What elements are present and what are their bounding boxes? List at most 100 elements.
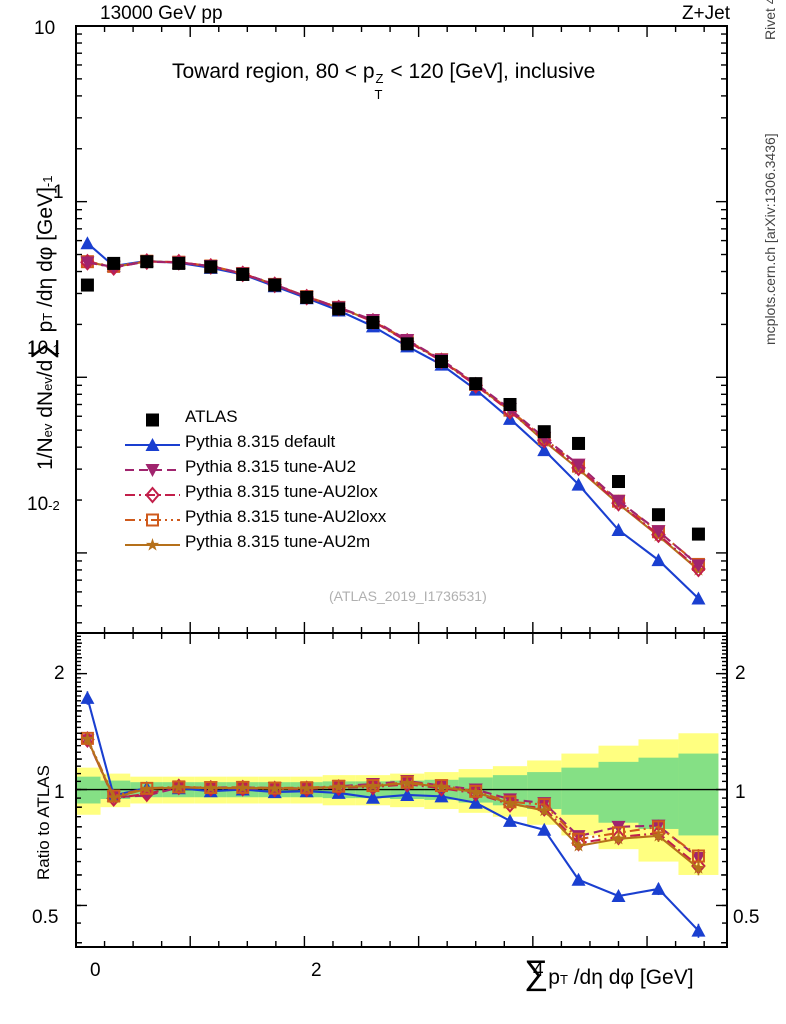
ratio-ytick-2-left: 2 [54,663,65,684]
ratio-ytick-05-left: 0.5 [32,907,59,928]
marker-triangle-up [537,443,552,457]
series-line [87,260,700,566]
ratio-ytick-2-right: 2 [735,663,746,684]
legend-item-au2m[interactable]: Pythia 8.315 tune-AU2m [185,532,386,557]
legend: ATLAS Pythia 8.315 default Pythia 8.315 … [185,407,386,557]
marker-star [172,780,186,794]
main-ytick-0.1: 10-1 [27,338,60,359]
header-left: 13000 GeV pp [100,3,223,24]
marker-star [611,831,626,845]
marker-star [469,785,483,798]
ratio-band-green [561,767,599,815]
marker-square-filled [612,475,625,489]
marker-square-filled [503,397,517,411]
series-line [87,260,700,571]
legend-item-au2loxx[interactable]: Pythia 8.315 tune-AU2loxx [185,507,386,532]
marker-triangle-up [691,591,706,605]
marker-diamond-open [171,778,187,796]
marker-square-filled [469,377,483,391]
marker-triangle-up [365,790,380,804]
xtick-2: 2 [311,960,322,981]
marker-square-filled [300,290,314,304]
marker-triangle-up [537,822,552,836]
marker-star [571,838,586,852]
ratio-ytick-1-right: 1 [735,782,746,803]
marker-triangle-up [571,477,586,491]
marker-square-filled [332,302,346,316]
marker-square-filled [107,256,121,270]
marker-star [651,828,666,842]
ratio-band-green [598,761,639,823]
legend-label-au2lox: Pythia 8.315 tune-AU2lox [185,482,378,501]
ratio-band-green [638,757,679,829]
marker-star [140,781,154,795]
marker-triangle-up [691,923,706,937]
marker-triangle-up [80,690,95,704]
marker-square-filled [434,354,448,368]
title-sup: Z [375,71,384,86]
marker-star [80,732,95,745]
marker-triangle-down [80,256,95,270]
marker-star [107,790,121,804]
marker-triangle-up [400,787,415,801]
ratio-band-green [678,753,719,836]
main-ytick-0.01: 10-2 [27,494,60,515]
marker-diamond-open [536,799,552,817]
marker-star [366,779,380,792]
legend-item-default[interactable]: Pythia 8.315 default [185,432,386,457]
legend-label-au2m: Pythia 8.315 tune-AU2m [185,532,371,551]
marker-star [434,779,449,793]
marker-triangle-down [611,494,626,508]
x-axis-label: ∑pT /dη dφ [GeV] [524,954,694,992]
marker-square-filled [140,255,154,269]
sum-glyph: ∑ [524,954,549,992]
legend-item-au2[interactable]: Pythia 8.315 tune-AU2 [185,457,386,482]
title-post: < 120 [GeV], inclusive [384,60,596,83]
marker-square-filled [172,256,186,270]
xtick-0: 0 [90,960,101,981]
marker-star [204,781,218,794]
ratio-ytick-05-right: 0.5 [733,907,760,928]
header-right: Z+Jet [681,3,730,24]
marker-square-open [146,513,159,527]
marker-triangle-up [611,889,626,903]
marker-star [400,776,414,789]
marker-triangle-down [651,525,666,539]
marker-square-filled [537,425,551,439]
marker-star [332,779,346,793]
legend-item-au2lox[interactable]: Pythia 8.315 tune-AU2lox [185,482,386,507]
marker-square-filled [204,260,218,274]
marker-square-filled [236,267,250,281]
marker-star [236,780,250,794]
marker-star [300,781,314,795]
marker-square-filled [400,337,414,351]
marker-triangle-up [503,813,517,827]
marker-triangle-up [571,872,586,886]
marker-triangle-down [571,458,586,472]
marker-triangle-up [468,795,483,809]
marker-square-filled [146,413,159,427]
marker-diamond-open [691,560,706,578]
title-sub: T [374,87,383,102]
marker-triangle-up [611,523,626,537]
marker-square-filled [572,436,586,450]
marker-diamond-open [139,785,155,803]
title-pre: Toward region, 80 < p [172,60,375,83]
marker-square-filled [651,508,665,522]
marker-square-filled [691,527,705,541]
main-ytick-10: 10 [34,18,56,39]
marker-star [691,861,706,874]
legend-label-au2loxx: Pythia 8.315 tune-AU2loxx [185,507,387,526]
analysis-watermark: (ATLAS_2019_I1736531) [329,588,487,604]
main-panel-frame [75,25,728,634]
marker-triangle-down [145,464,160,477]
legend-item-atlas[interactable]: ATLAS [185,407,386,432]
marker-triangle-up [80,236,95,250]
series-line [87,260,700,570]
main-ytick-1: 1 [53,182,64,203]
marker-diamond-open [145,486,160,504]
marker-star [537,803,551,817]
marker-triangle-down [691,559,706,573]
marker-star [503,796,517,809]
